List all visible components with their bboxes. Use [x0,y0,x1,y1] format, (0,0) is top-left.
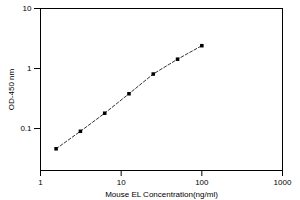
svg-text:1: 1 [27,64,32,73]
svg-text:10: 10 [117,178,126,187]
svg-text:100: 100 [195,178,209,187]
svg-text:0.1: 0.1 [20,124,32,133]
svg-text:Mouse EL Concentration(ng/ml): Mouse EL Concentration(ng/ml) [105,190,218,199]
svg-text:OD-450 nm: OD-450 nm [7,68,16,110]
svg-text:1000: 1000 [274,178,292,187]
svg-text:10: 10 [23,4,32,13]
svg-text:1: 1 [38,178,43,187]
